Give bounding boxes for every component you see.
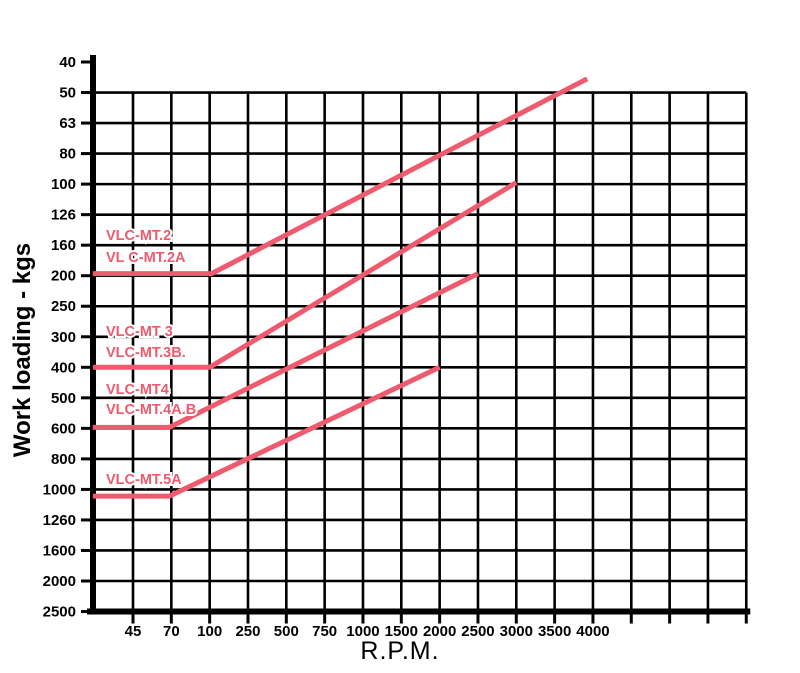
y-tick-label: 63 bbox=[59, 115, 76, 132]
x-tick-label: 3500 bbox=[538, 623, 571, 640]
series-label: VLC-MT.2 bbox=[106, 228, 171, 244]
x-tick-label: 70 bbox=[163, 623, 180, 640]
y-tick-label: 80 bbox=[59, 146, 76, 163]
y-tick-label: 1600 bbox=[43, 542, 76, 559]
x-tick-label: 250 bbox=[235, 623, 260, 640]
x-tick-label: 1500 bbox=[385, 623, 418, 640]
axes bbox=[87, 55, 751, 615]
series-label: VLC-MT.4A.B bbox=[106, 402, 196, 418]
x-tick-label: 2500 bbox=[461, 623, 494, 640]
x-tick-label: 2000 bbox=[423, 623, 456, 640]
x-tick-label: 750 bbox=[312, 623, 337, 640]
series-label: VLC-MT 3 bbox=[106, 324, 173, 340]
x-tick-label: 4000 bbox=[576, 623, 609, 640]
y-tick-label: 200 bbox=[51, 268, 76, 285]
y-tick-label: 600 bbox=[51, 420, 76, 437]
series-labels: VLC-MT.2 VL C-MT.2A VLC-MT 3 VLC-MT.3B. VLC-… bbox=[104, 226, 198, 490]
grid-lines bbox=[93, 91, 748, 612]
x-tick-label: 1000 bbox=[346, 623, 379, 640]
series-line bbox=[92, 76, 589, 277]
series-line bbox=[92, 271, 480, 430]
y-tick-label: 160 bbox=[51, 237, 76, 254]
series-label: VLC-MT.3B. bbox=[106, 345, 186, 361]
x-tick-label: 3000 bbox=[500, 623, 533, 640]
y-axis-title: Work loading - kgs bbox=[9, 243, 36, 457]
x-axis-title: R.P.M. bbox=[360, 637, 439, 665]
x-tick-label: 100 bbox=[197, 623, 222, 640]
x-tick-labels: 45 70 100 250 500 750 1000 1500 2000 2500 3000 3500… bbox=[125, 623, 610, 640]
y-tick-label: 40 bbox=[59, 54, 76, 71]
y-tick-label: 2000 bbox=[43, 573, 76, 590]
y-tick-label: 2500 bbox=[43, 604, 76, 621]
series-line bbox=[92, 180, 518, 370]
y-tick-labels: 40 50 63 80 100 126 160 200 250 300 400 500 600 800 10… bbox=[43, 54, 76, 621]
y-tick-label: 500 bbox=[51, 390, 76, 407]
series-label: VLC-MT.5A bbox=[106, 472, 182, 488]
y-tick-label: 250 bbox=[51, 298, 76, 315]
series-label: VLC-MT4 bbox=[106, 382, 169, 398]
y-tick-label: 126 bbox=[51, 207, 76, 224]
series-lines bbox=[92, 76, 589, 499]
y-tick-label: 1260 bbox=[43, 512, 76, 529]
series-label: VL C-MT.2A bbox=[106, 250, 186, 266]
y-tick-label: 400 bbox=[51, 359, 76, 376]
x-tick-label: 500 bbox=[274, 623, 299, 640]
y-tick-label: 50 bbox=[59, 85, 76, 102]
y-tick-label: 300 bbox=[51, 329, 76, 346]
tick-marks bbox=[81, 60, 748, 624]
x-tick-label: 45 bbox=[125, 623, 142, 640]
y-tick-label: 1000 bbox=[43, 481, 76, 498]
series-line bbox=[92, 365, 441, 499]
y-tick-label: 100 bbox=[51, 176, 76, 193]
y-tick-label: 800 bbox=[51, 451, 76, 468]
